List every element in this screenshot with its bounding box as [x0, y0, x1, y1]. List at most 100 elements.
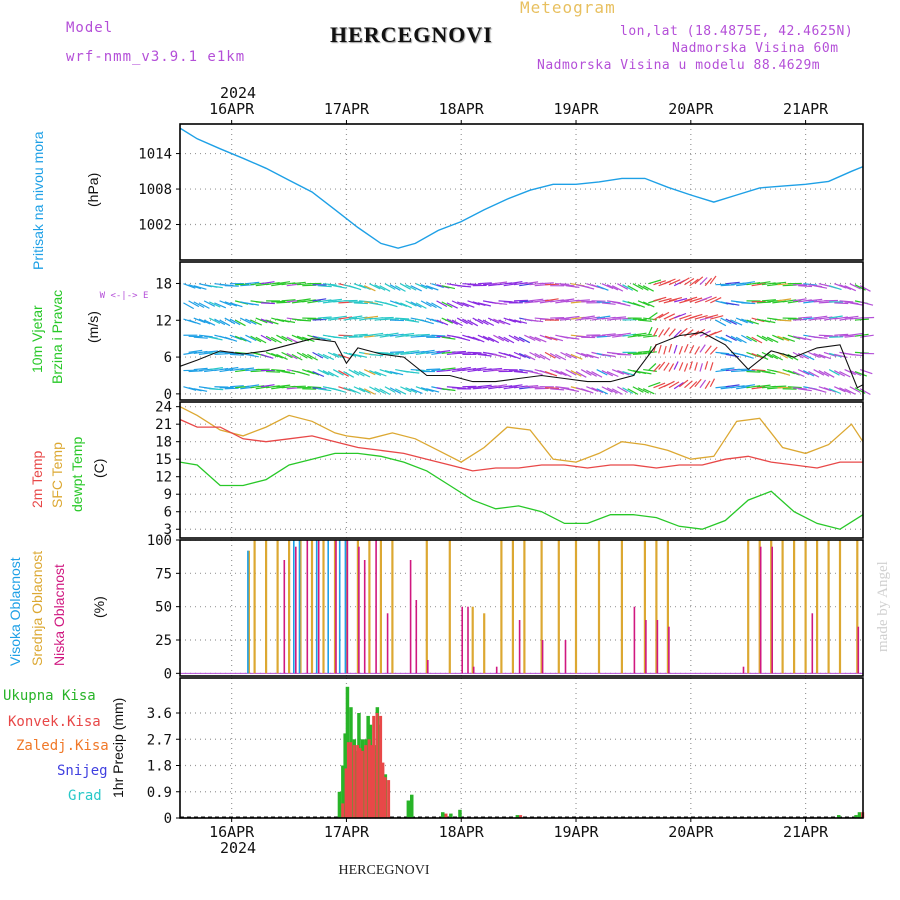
wind-arrow — [266, 370, 281, 373]
top-day-label: 17APR — [324, 100, 370, 118]
wind-arrow — [472, 367, 487, 371]
panel-frame — [179, 401, 864, 539]
top-day-label: 20APR — [668, 100, 714, 118]
wind-arrow — [565, 369, 577, 376]
cloud-bar — [781, 540, 784, 674]
wind-arrow — [756, 353, 769, 360]
wind-arrow — [203, 319, 216, 326]
wind-arrow — [704, 277, 713, 287]
wind-arrow — [596, 285, 609, 291]
wind-arrow — [369, 353, 384, 357]
wind-arrow — [229, 318, 241, 326]
wind-arrow — [513, 282, 528, 286]
wind-arrow — [472, 317, 484, 325]
wind-arrow — [766, 352, 779, 360]
wind-arrow — [818, 353, 832, 360]
wind-arrow — [394, 285, 406, 292]
cloud-bar — [483, 613, 486, 674]
wind-arrow — [250, 335, 262, 343]
wind-arrow — [333, 336, 348, 339]
wind-arrow — [477, 282, 492, 285]
wind-arrow — [317, 369, 330, 376]
wind-arrow — [214, 302, 227, 309]
wind-arrow — [678, 362, 684, 371]
wind-arrow — [834, 283, 847, 289]
wind-arrow — [322, 370, 334, 377]
y-tick-label: 0.9 — [147, 785, 172, 801]
pressure-ylabel: Pritisak na nivou mora — [30, 131, 46, 270]
wind-arrow — [601, 302, 616, 305]
wind-arrow — [296, 370, 310, 376]
wind-arrow — [265, 351, 279, 358]
wind-arrow — [828, 388, 841, 395]
y-tick-label: 9 — [164, 487, 172, 503]
wind-arrow — [363, 388, 376, 395]
wind-arrow — [348, 369, 360, 376]
wind-arrow — [539, 334, 553, 341]
wind-arrow — [699, 379, 707, 389]
wind-arrow — [245, 302, 259, 306]
wind-arrow — [849, 283, 861, 290]
wind-arrow — [575, 371, 587, 378]
wind-arrow — [694, 276, 704, 285]
y-tick-label: 12 — [155, 313, 172, 329]
wind-arrow — [683, 343, 689, 353]
cloud-bar — [317, 540, 320, 674]
wind-arrow — [291, 385, 306, 388]
cloud-bar — [655, 540, 658, 674]
wind-arrow — [281, 319, 296, 324]
wind-arrow — [400, 386, 412, 393]
wind-arrow — [451, 300, 464, 307]
wind-arrow — [849, 370, 862, 376]
wind-arrow — [405, 284, 417, 291]
precip-conv-bar — [356, 745, 360, 818]
wind-arrow — [663, 327, 670, 336]
panel-frame — [179, 539, 864, 677]
wind-arrow — [741, 318, 754, 325]
wind-arrow — [214, 318, 226, 326]
wind-arrow — [746, 335, 757, 343]
wind-arrow — [405, 319, 420, 323]
wind-arrow — [441, 301, 453, 308]
wind-arrow — [482, 319, 495, 327]
wind-arrow — [704, 380, 711, 390]
wind-arrow — [379, 316, 394, 319]
wind-arrow — [777, 370, 791, 376]
chart-subtitle: Meteogram — [520, 0, 616, 17]
wind-arrow — [741, 302, 756, 305]
y-tick-label: 6 — [164, 505, 172, 521]
wind-arrow — [379, 368, 393, 375]
cloud-bar — [770, 540, 773, 674]
wind-arrow — [725, 334, 737, 342]
wind-arrow — [859, 388, 871, 396]
wind-arrow — [730, 319, 743, 326]
wind-arrow — [291, 334, 304, 341]
wind-arrow — [725, 353, 740, 358]
wind-arrow — [834, 386, 846, 393]
wind-arrow — [297, 319, 312, 322]
precip-total-bar — [449, 813, 453, 818]
wind-arrow — [457, 336, 471, 342]
pressure-line — [179, 127, 864, 249]
bottom-day-label: 17APR — [324, 823, 370, 841]
wind-arrow — [725, 281, 740, 285]
wind-arrow — [209, 388, 224, 391]
wind-arrow — [627, 388, 639, 395]
wind-arrow — [296, 351, 308, 359]
wind-arrow — [343, 351, 357, 357]
cloud-bar — [856, 540, 859, 674]
wind-arrow — [709, 346, 718, 355]
wind-arrow — [617, 283, 629, 290]
wind-arrow — [560, 284, 575, 287]
cloud-bar — [816, 540, 819, 674]
wind-arrow — [188, 300, 200, 308]
wind-arrow — [198, 318, 211, 325]
wind-arrow — [390, 351, 405, 353]
wind-arrow — [689, 278, 699, 287]
wind-arrow — [622, 333, 637, 337]
wind-arrow — [487, 336, 500, 344]
wind-arrow — [663, 362, 670, 371]
wind-arrow — [709, 378, 716, 388]
wind-arrow — [265, 319, 279, 325]
wind-arrow — [668, 328, 676, 337]
